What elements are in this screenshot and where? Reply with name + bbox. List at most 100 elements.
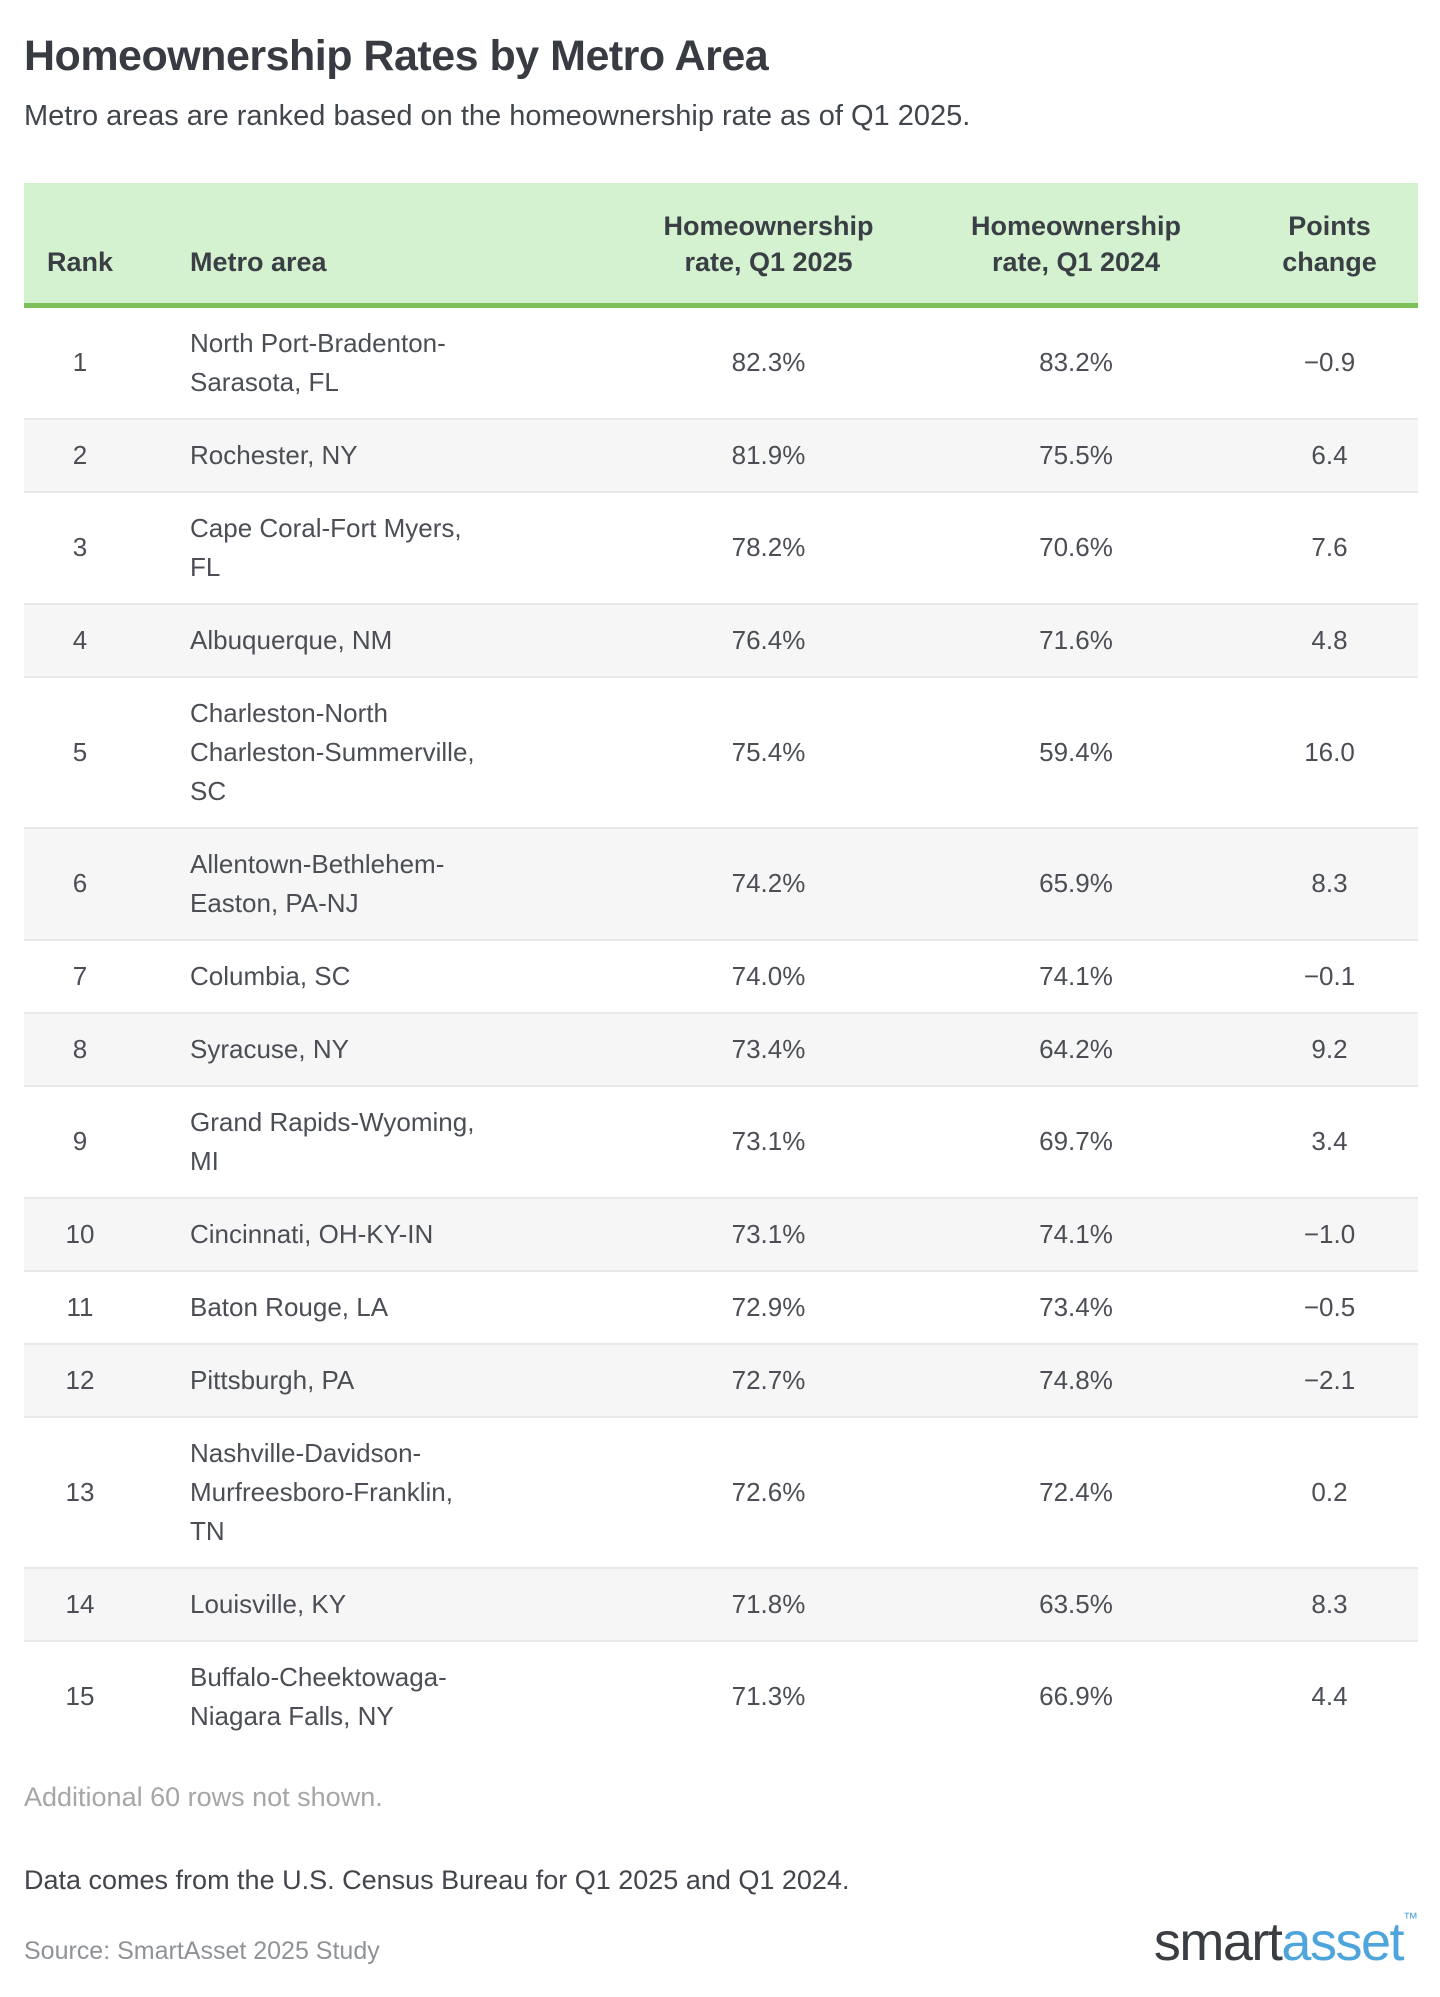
cell-rate-2024: 69.7%: [1039, 1126, 1113, 1157]
cell-metro-area: Nashville-Davidson-Murfreesboro-Franklin…: [136, 1417, 626, 1568]
column-header-rate-2024: Homeownership rate, Q1 2024: [911, 183, 1241, 308]
cell-rank: 14: [65, 1588, 95, 1619]
cell-rate-2024: 65.9%: [1039, 868, 1113, 899]
page-title: Homeownership Rates by Metro Area: [24, 32, 769, 80]
table-row: 6 Allentown-Bethlehem-Easton, PA-NJ 74.2…: [24, 827, 1418, 940]
table-row: 15 Buffalo-Cheektowaga-Niagara Falls, NY…: [24, 1640, 1418, 1752]
metro-area-label: Allentown-Bethlehem-Easton, PA-NJ: [190, 848, 445, 918]
table-row: 11 Baton Rouge, LA 72.9% 73.4% −0.5: [24, 1270, 1418, 1344]
cell-rate-2025: 71.3%: [731, 1681, 806, 1712]
metro-area-label: Columbia, SC: [190, 960, 351, 991]
cell-rank: 15: [65, 1681, 95, 1712]
data-source-note: Data comes from the U.S. Census Bureau f…: [24, 1864, 850, 1895]
cell-rank: 9: [72, 1126, 88, 1157]
cell-rank: 5: [72, 736, 88, 767]
cell-metro-area: Buffalo-Cheektowaga-Niagara Falls, NY: [136, 1641, 626, 1752]
cell-points-change: 8.3: [1311, 868, 1348, 899]
cell-rate-2025: 73.1%: [731, 1218, 806, 1249]
cell-rate-2024: 83.2%: [1039, 347, 1113, 378]
cell-rate-2025: 76.4%: [731, 624, 806, 655]
cell-rate-2024: 74.8%: [1039, 1364, 1113, 1395]
source-attribution: Source: SmartAsset 2025 Study: [24, 1937, 380, 1966]
column-header-rate-2025: Homeownership rate, Q1 2025: [626, 183, 911, 308]
metro-area-label: Pittsburgh, PA: [190, 1364, 355, 1395]
metro-area-label: North Port-Bradenton-Sarasota, FL: [190, 327, 446, 397]
table-header: Rank Metro area Homeownership rate, Q1 2…: [24, 183, 1418, 308]
column-header-rate-2025-label: Homeownership rate, Q1 2025: [663, 211, 874, 277]
cell-points-change: 0.2: [1311, 1476, 1348, 1507]
table-row: 12 Pittsburgh, PA 72.7% 74.8% −2.1: [24, 1343, 1418, 1417]
column-header-points-change: Points change: [1241, 183, 1418, 308]
page-subtitle: Metro areas are ranked based on the home…: [24, 100, 971, 133]
cell-rate-2024: 63.5%: [1039, 1588, 1113, 1619]
table-row: 3 Cape Coral-Fort Myers, FL 78.2% 70.6% …: [24, 491, 1418, 604]
cell-rate-2025: 72.6%: [731, 1476, 806, 1507]
column-header-metro: Metro area: [136, 183, 626, 308]
cell-rank: 1: [72, 347, 88, 378]
cell-rank: 4: [72, 624, 88, 655]
cell-rate-2025: 82.3%: [731, 347, 806, 378]
column-header-metro-label: Metro area: [190, 246, 327, 277]
cell-rank: 11: [66, 1291, 94, 1322]
cell-metro-area: Rochester, NY: [136, 419, 626, 492]
cell-points-change: 8.3: [1311, 1588, 1348, 1619]
column-header-rank-label: Rank: [46, 246, 114, 277]
metro-area-label: Albuquerque, NM: [190, 624, 393, 655]
cell-rate-2024: 73.4%: [1039, 1291, 1113, 1322]
cell-rate-2024: 71.6%: [1039, 624, 1113, 655]
table-row: 7 Columbia, SC 74.0% 74.1% −0.1: [24, 939, 1418, 1013]
metro-area-label: Charleston-North Charleston-Summerville,…: [190, 697, 475, 806]
metro-area-label: Buffalo-Cheektowaga-Niagara Falls, NY: [190, 1661, 447, 1731]
footer: Source: SmartAsset 2025 Study smartasset…: [24, 1911, 1418, 1969]
cell-points-change: −1.0: [1303, 1218, 1356, 1249]
cell-points-change: 9.2: [1311, 1033, 1348, 1064]
metro-area-label: Syracuse, NY: [190, 1033, 349, 1064]
cell-rate-2024: 64.2%: [1039, 1033, 1113, 1064]
column-header-rank: Rank: [24, 183, 136, 308]
cell-metro-area: Columbia, SC: [136, 940, 626, 1013]
cell-rate-2024: 75.5%: [1039, 439, 1113, 470]
table-body: 1 North Port-Bradenton-Sarasota, FL 82.3…: [24, 305, 1418, 1752]
table-header-row: Rank Metro area Homeownership rate, Q1 2…: [24, 183, 1418, 308]
cell-rate-2025: 73.4%: [731, 1033, 806, 1064]
cell-rank: 2: [72, 439, 88, 470]
smartasset-logo: smartasset™: [1154, 1911, 1418, 1969]
cell-rate-2024: 74.1%: [1039, 960, 1113, 991]
cell-rate-2024: 72.4%: [1039, 1476, 1113, 1507]
logo-asset-text: asset: [1281, 1911, 1404, 1972]
metro-area-label: Cape Coral-Fort Myers, FL: [190, 512, 462, 582]
table-row: 4 Albuquerque, NM 76.4% 71.6% 4.8: [24, 603, 1418, 677]
table-row: 14 Louisville, KY 71.8% 63.5% 8.3: [24, 1567, 1418, 1641]
metro-area-label: Cincinnati, OH-KY-IN: [190, 1218, 434, 1249]
cell-rate-2024: 66.9%: [1039, 1681, 1113, 1712]
column-header-points-change-label: Points change: [1282, 211, 1377, 277]
cell-metro-area: Albuquerque, NM: [136, 604, 626, 677]
cell-points-change: −0.5: [1303, 1291, 1356, 1322]
metro-area-label: Baton Rouge, LA: [190, 1291, 389, 1322]
cell-points-change: −0.1: [1303, 960, 1356, 991]
cell-rank: 6: [72, 868, 88, 899]
cell-metro-area: Louisville, KY: [136, 1568, 626, 1641]
cell-rank: 8: [72, 1033, 88, 1064]
cell-rank: 7: [72, 960, 88, 991]
cell-rate-2025: 72.7%: [731, 1364, 806, 1395]
cell-rate-2024: 74.1%: [1039, 1218, 1113, 1249]
cell-rate-2025: 78.2%: [731, 532, 806, 563]
cell-metro-area: Charleston-North Charleston-Summerville,…: [136, 677, 626, 828]
cell-rate-2024: 70.6%: [1039, 532, 1113, 563]
cell-rate-2025: 72.9%: [731, 1291, 806, 1322]
table-row: 1 North Port-Bradenton-Sarasota, FL 82.3…: [24, 305, 1418, 419]
cell-points-change: 16.0: [1304, 736, 1355, 767]
metro-area-label: Grand Rapids-Wyoming, MI: [190, 1106, 475, 1176]
logo-smart-text: smart: [1153, 1911, 1283, 1972]
logo-trademark-symbol: ™: [1403, 1909, 1418, 1927]
cell-metro-area: Allentown-Bethlehem-Easton, PA-NJ: [136, 828, 626, 940]
cell-metro-area: Grand Rapids-Wyoming, MI: [136, 1086, 626, 1198]
cell-points-change: −0.9: [1303, 347, 1356, 378]
cell-rate-2025: 81.9%: [731, 439, 806, 470]
cell-metro-area: Baton Rouge, LA: [136, 1271, 626, 1344]
cell-rate-2025: 71.8%: [731, 1588, 806, 1619]
table-row: 13 Nashville-Davidson-Murfreesboro-Frank…: [24, 1416, 1418, 1568]
cell-metro-area: Cape Coral-Fort Myers, FL: [136, 492, 626, 604]
